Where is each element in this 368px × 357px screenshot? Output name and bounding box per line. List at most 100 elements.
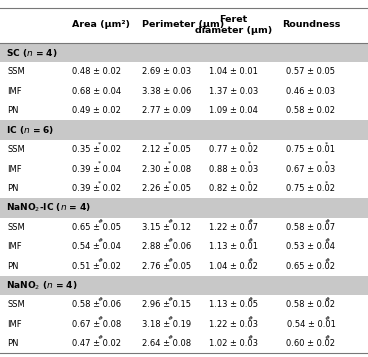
- Text: #: #: [248, 316, 253, 321]
- Text: #: #: [168, 297, 173, 302]
- Text: 0.65 ± 0.02: 0.65 ± 0.02: [286, 262, 336, 271]
- Text: *: *: [98, 161, 101, 166]
- Text: IMF: IMF: [7, 165, 22, 174]
- Text: #: #: [98, 258, 103, 263]
- Text: #: #: [325, 297, 330, 302]
- Text: 2.96 ± 0.15: 2.96 ± 0.15: [142, 296, 191, 305]
- Text: SSM: SSM: [7, 300, 25, 310]
- Text: *: *: [98, 141, 101, 146]
- Text: 2.88 ± 0.06: 2.88 ± 0.06: [142, 242, 191, 251]
- Text: 2.30 ± 0.08: 2.30 ± 0.08: [142, 160, 191, 169]
- Bar: [0, 276, 368, 295]
- Text: #: #: [325, 219, 330, 224]
- Text: 0.47 ± 0.02: 0.47 ± 0.02: [72, 339, 121, 348]
- Text: NaNO$_2$-IC ($\it{n}$ = 4): NaNO$_2$-IC ($\it{n}$ = 4): [6, 202, 91, 214]
- Text: #: #: [248, 219, 253, 224]
- Text: *: *: [168, 141, 171, 146]
- Text: 0.49 ± 0.02: 0.49 ± 0.02: [72, 106, 121, 115]
- Text: 2.76 ± 0.05: 2.76 ± 0.05: [142, 262, 191, 271]
- Text: 0.39 ± 0.04: 0.39 ± 0.04: [72, 165, 121, 174]
- Text: #: #: [168, 335, 173, 341]
- Text: #: #: [168, 238, 173, 243]
- Bar: [0, 159, 368, 179]
- Text: IMF: IMF: [7, 320, 22, 329]
- Text: 1.02 ± 0.03: 1.02 ± 0.03: [209, 339, 258, 348]
- Text: 3.15 ± 0.12: 3.15 ± 0.12: [142, 218, 191, 227]
- Text: 0.54 ± 0.04: 0.54 ± 0.04: [72, 242, 121, 251]
- Text: 1.22 ± 0.03: 1.22 ± 0.03: [209, 320, 258, 329]
- Text: PN: PN: [7, 262, 19, 271]
- Text: 0.67 ± 0.03: 0.67 ± 0.03: [286, 165, 336, 174]
- Text: 2.76 ± 0.05: 2.76 ± 0.05: [142, 257, 191, 266]
- Bar: [0, 217, 368, 237]
- Bar: [0, 62, 368, 82]
- Text: #: #: [168, 258, 173, 263]
- Text: #: #: [168, 316, 173, 321]
- Text: PN: PN: [7, 106, 19, 115]
- Text: 1.22 ± 0.03: 1.22 ± 0.03: [209, 315, 259, 324]
- Text: #: #: [98, 219, 103, 224]
- Text: 0.75 ± 0.01: 0.75 ± 0.01: [287, 140, 336, 149]
- Text: 2.96 ± 0.15: 2.96 ± 0.15: [142, 300, 191, 310]
- Text: IMF: IMF: [7, 87, 22, 96]
- Text: #: #: [248, 238, 253, 243]
- Text: 0.58 ± 0.02: 0.58 ± 0.02: [287, 296, 336, 305]
- Bar: [0, 334, 368, 353]
- Text: Perimeter (μm): Perimeter (μm): [142, 20, 224, 30]
- Text: #: #: [248, 258, 253, 263]
- Text: #: #: [325, 335, 330, 341]
- Bar: [0, 140, 368, 159]
- Text: 0.58 ± 0.07: 0.58 ± 0.07: [287, 218, 336, 227]
- Text: 1.04 ± 0.02: 1.04 ± 0.02: [209, 262, 258, 271]
- Text: 2.77 ± 0.09: 2.77 ± 0.09: [142, 106, 191, 115]
- Bar: [0, 82, 368, 101]
- Text: 0.88 ± 0.03: 0.88 ± 0.03: [209, 165, 258, 174]
- Text: *: *: [98, 180, 101, 185]
- Text: *: *: [248, 161, 251, 166]
- Bar: [0, 256, 368, 276]
- Text: IMF: IMF: [7, 242, 22, 251]
- Text: 2.64 ± 0.08: 2.64 ± 0.08: [142, 339, 191, 348]
- Text: 2.69 ± 0.03: 2.69 ± 0.03: [142, 67, 191, 76]
- Text: PN: PN: [7, 339, 19, 348]
- Text: 2.26 ± 0.05: 2.26 ± 0.05: [142, 179, 191, 188]
- Text: 0.35 ± 0.02: 0.35 ± 0.02: [72, 140, 121, 149]
- Bar: [0, 120, 368, 140]
- Text: 0.51 ± 0.02: 0.51 ± 0.02: [72, 262, 121, 271]
- Text: *: *: [168, 161, 171, 166]
- Text: 0.60 ± 0.02: 0.60 ± 0.02: [286, 339, 336, 348]
- Text: #: #: [325, 316, 330, 321]
- Text: NaNO$_2$ ($\it{n}$ = 4): NaNO$_2$ ($\it{n}$ = 4): [6, 279, 77, 292]
- Text: 0.58 ± 0.02: 0.58 ± 0.02: [286, 106, 336, 115]
- Text: 0.67 ± 0.08: 0.67 ± 0.08: [72, 315, 121, 324]
- Text: 0.75 ± 0.02: 0.75 ± 0.02: [287, 179, 336, 188]
- Text: PN: PN: [7, 184, 19, 193]
- Text: 0.51 ± 0.02: 0.51 ± 0.02: [72, 257, 121, 266]
- Text: SC ($\it{n}$ = 4): SC ($\it{n}$ = 4): [6, 46, 57, 59]
- Text: #: #: [325, 238, 330, 243]
- Text: 0.67 ± 0.08: 0.67 ± 0.08: [72, 320, 121, 329]
- Text: #: #: [98, 238, 103, 243]
- Text: 0.58 ± 0.06: 0.58 ± 0.06: [72, 300, 121, 310]
- Text: #: #: [98, 335, 103, 341]
- Text: 2.12 ± 0.05: 2.12 ± 0.05: [142, 145, 191, 154]
- Text: 0.77 ± 0.02: 0.77 ± 0.02: [209, 145, 258, 154]
- Text: 0.58 ± 0.02: 0.58 ± 0.02: [286, 300, 336, 310]
- Text: SSM: SSM: [7, 67, 25, 76]
- Text: 1.13 ± 0.01: 1.13 ± 0.01: [209, 237, 259, 246]
- Text: 0.54 ± 0.01: 0.54 ± 0.01: [287, 320, 335, 329]
- Text: Feret
diameter (μm): Feret diameter (μm): [195, 15, 272, 35]
- Text: 2.88 ± 0.06: 2.88 ± 0.06: [142, 237, 191, 246]
- Text: 2.30 ± 0.08: 2.30 ± 0.08: [142, 165, 191, 174]
- Text: 1.37 ± 0.03: 1.37 ± 0.03: [209, 87, 258, 96]
- Text: 0.60 ± 0.02: 0.60 ± 0.02: [287, 335, 336, 343]
- Text: Area (μm²): Area (μm²): [72, 20, 130, 30]
- Text: SSM: SSM: [7, 145, 25, 154]
- Text: 0.53 ± 0.04: 0.53 ± 0.04: [286, 242, 336, 251]
- Text: 0.65 ± 0.02: 0.65 ± 0.02: [287, 257, 336, 266]
- Text: 0.57 ± 0.05: 0.57 ± 0.05: [286, 67, 336, 76]
- Text: 1.04 ± 0.02: 1.04 ± 0.02: [210, 257, 258, 266]
- Text: 0.77 ± 0.02: 0.77 ± 0.02: [209, 140, 259, 149]
- Text: 1.13 ± 0.05: 1.13 ± 0.05: [209, 296, 259, 305]
- Bar: [0, 237, 368, 256]
